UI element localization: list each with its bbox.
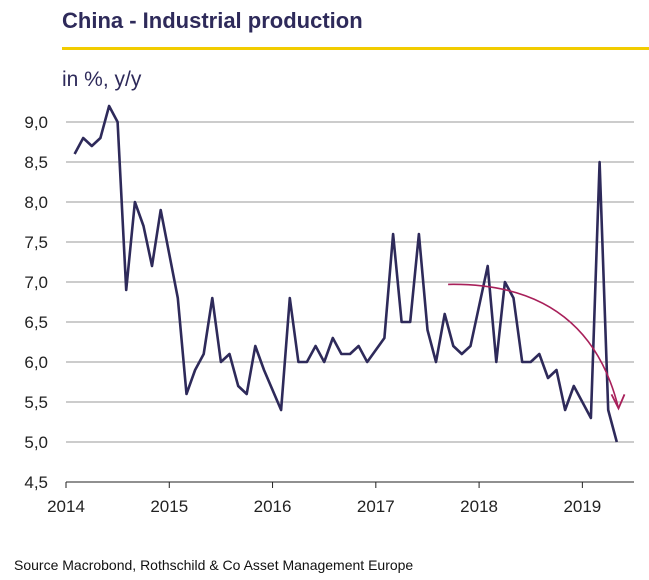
y-tick-label: 7,0 [24, 273, 48, 292]
y-tick-label: 8,5 [24, 153, 48, 172]
y-tick-label: 4,5 [24, 473, 48, 492]
trend-arrowhead [610, 393, 626, 411]
y-axis-label: in %, y/y [62, 68, 142, 91]
y-tick-labels: 4,5 5,0 5,5 6,0 6,5 7,0 7,5 8,0 8,5 9,0 [24, 113, 48, 492]
x-tick-label: 2018 [460, 497, 498, 516]
y-tick-label: 5,0 [24, 433, 48, 452]
x-tick-label: 2017 [357, 497, 395, 516]
y-tick-label: 5,5 [24, 393, 48, 412]
chart-title: China - Industrial production [62, 8, 363, 33]
x-tick-labels: 2014 2015 2016 2017 2018 2019 [47, 481, 634, 516]
x-tick-label: 2016 [254, 497, 292, 516]
y-tick-label: 6,0 [24, 353, 48, 372]
trend-arrow-group [448, 283, 626, 411]
trend-arrow [448, 283, 620, 409]
x-tick-label: 2014 [47, 497, 85, 516]
series-line [73, 104, 619, 443]
y-tick-label: 9,0 [24, 113, 48, 132]
y-tick-label: 8,0 [24, 193, 48, 212]
source-note: Source Macrobond, Rothschild & Co Asset … [14, 557, 414, 573]
y-tick-label: 7,5 [24, 233, 48, 252]
x-tick-label: 2019 [563, 497, 601, 516]
gridlines [66, 121, 634, 483]
title-underline [62, 47, 649, 50]
series-group [73, 104, 619, 443]
y-tick-label: 6,5 [24, 313, 48, 332]
x-tick-label: 2015 [150, 497, 188, 516]
